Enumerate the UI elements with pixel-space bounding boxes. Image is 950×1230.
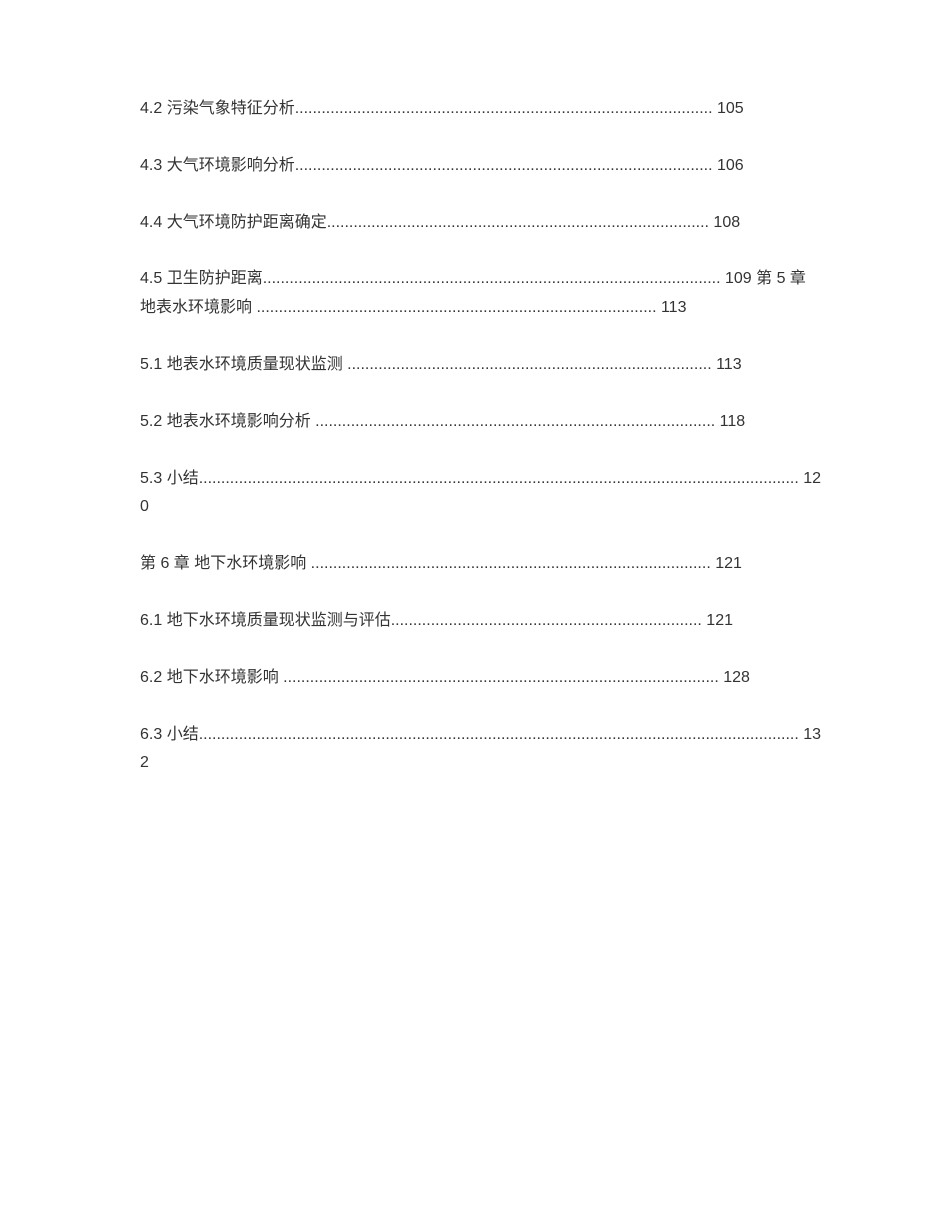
toc-entry: 4.4 大气环境防护距离确定..........................… (140, 209, 825, 238)
toc-entry: 4.5 卫生防护距离..............................… (140, 265, 825, 323)
toc-container: 4.2 污染气象特征分析............................… (140, 95, 825, 778)
toc-entry: 6.3 小结..................................… (140, 721, 825, 779)
toc-entry: 第 6 章 地下水环境影响 ..........................… (140, 550, 825, 579)
toc-entry: 5.3 小结..................................… (140, 465, 825, 523)
toc-entry: 6.2 地下水环境影响 ............................… (140, 664, 825, 693)
toc-entry: 5.1 地表水环境质量现状监测 ........................… (140, 351, 825, 380)
toc-entry: 4.2 污染气象特征分析............................… (140, 95, 825, 124)
toc-entry: 6.1 地下水环境质量现状监测与评估......................… (140, 607, 825, 636)
toc-entry: 4.3 大气环境影响分析............................… (140, 152, 825, 181)
toc-entry: 5.2 地表水环境影响分析 ..........................… (140, 408, 825, 437)
